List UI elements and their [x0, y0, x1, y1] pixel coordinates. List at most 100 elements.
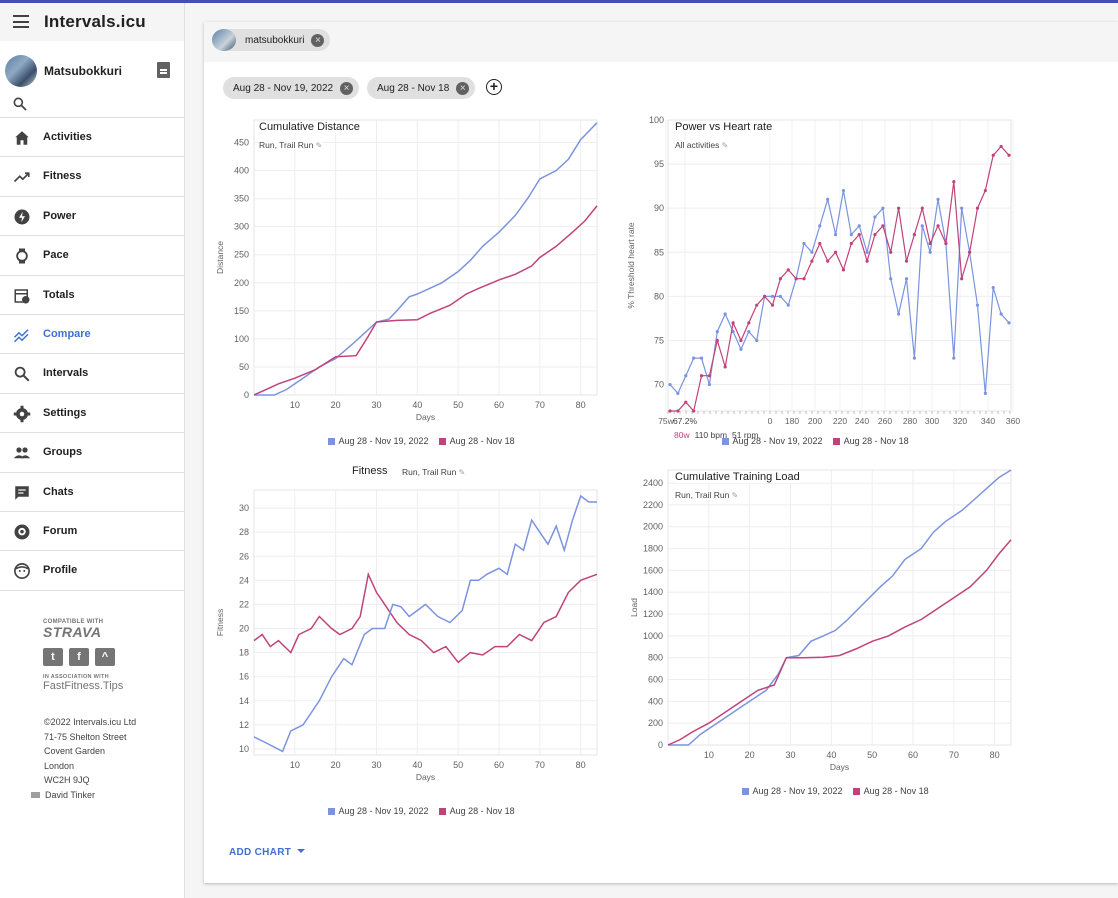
data-point[interactable] — [818, 224, 822, 228]
data-point[interactable] — [991, 285, 995, 290]
data-point[interactable] — [739, 347, 743, 351]
user-name[interactable]: Matsubokkuri — [44, 64, 123, 78]
data-point[interactable] — [936, 224, 940, 228]
data-point[interactable] — [699, 374, 704, 378]
data-point[interactable] — [991, 153, 995, 157]
data-point[interactable] — [920, 206, 924, 210]
legend-item[interactable]: Aug 28 - Nov 18 — [832, 436, 909, 446]
avatar[interactable] — [5, 55, 37, 87]
data-point[interactable] — [881, 224, 885, 228]
data-point[interactable] — [1007, 153, 1011, 157]
chart-panel[interactable]: 10 20 30 40 50 60 70 80 0 200 400 600 800 1000 1200 140… — [620, 462, 1030, 807]
series-line-1[interactable] — [668, 469, 1012, 746]
data-point[interactable] — [873, 215, 877, 219]
data-point[interactable] — [684, 374, 688, 378]
data-point[interactable] — [786, 268, 790, 272]
data-point[interactable] — [786, 303, 790, 307]
data-point[interactable] — [755, 338, 759, 343]
data-point[interactable] — [676, 409, 680, 413]
data-point[interactable] — [810, 259, 814, 263]
data-point[interactable] — [770, 303, 775, 307]
data-point[interactable] — [747, 330, 751, 334]
data-point[interactable] — [723, 365, 727, 369]
user-row[interactable]: Matsubokkuri — [0, 53, 184, 89]
data-point[interactable] — [912, 233, 916, 237]
series-line-2[interactable] — [253, 205, 598, 396]
data-point[interactable] — [873, 233, 877, 237]
data-point[interactable] — [889, 250, 893, 254]
twitter-icon[interactable]: t — [43, 648, 63, 666]
data-point[interactable] — [763, 294, 767, 298]
data-point[interactable] — [849, 233, 853, 237]
legend-item[interactable]: Aug 28 - Nov 18 — [438, 806, 515, 816]
remove-date-range-icon[interactable]: × — [456, 81, 470, 95]
add-chart-button[interactable]: ADD CHART — [229, 847, 305, 858]
data-point[interactable] — [723, 312, 727, 316]
data-point[interactable] — [707, 382, 712, 387]
data-point[interactable] — [755, 303, 759, 307]
data-point[interactable] — [1007, 321, 1011, 325]
sidebar-item-totals[interactable]: Totals — [0, 274, 184, 314]
data-point[interactable] — [983, 391, 987, 395]
athlete-chip[interactable]: matsubokkuri × — [212, 29, 331, 51]
data-point[interactable] — [833, 233, 838, 237]
data-point[interactable] — [802, 277, 806, 281]
data-point[interactable] — [952, 356, 956, 360]
data-point[interactable] — [865, 250, 869, 254]
data-point[interactable] — [747, 321, 751, 325]
chart-panel[interactable]: 10 20 30 40 50 60 70 80 10 12 14 16 18 20 22 24 26 28 30 Da… — [210, 462, 605, 827]
legend-item[interactable]: Aug 28 - Nov 19, 2022 — [721, 436, 823, 446]
chart-filter-label[interactable]: Run, Trail Run — [259, 140, 323, 150]
data-point[interactable] — [975, 206, 980, 210]
data-point[interactable] — [881, 206, 885, 210]
facebook-icon[interactable]: f — [69, 648, 89, 666]
sidebar-item-chats[interactable]: Chats — [0, 471, 184, 511]
data-point[interactable] — [715, 338, 719, 343]
chart-title[interactable]: Fitness — [352, 465, 388, 477]
sidebar-item-forum[interactable]: Forum — [0, 510, 184, 550]
data-point[interactable] — [904, 277, 909, 281]
legend-item[interactable]: Aug 28 - Nov 18 — [852, 786, 929, 796]
chart-panel[interactable]: 70 75 80 85 90 95 100 75w 67.2% 0 180 200 220 240 260 2… — [620, 112, 1030, 457]
data-point[interactable] — [999, 312, 1003, 316]
strava-logo[interactable]: STRAVA — [43, 624, 102, 640]
data-point[interactable] — [770, 294, 775, 298]
data-point[interactable] — [967, 250, 972, 254]
series-line-1[interactable] — [254, 122, 598, 396]
data-point[interactable] — [778, 277, 782, 281]
series-line-1[interactable] — [253, 494, 597, 753]
chart-filter-label[interactable]: All activities — [675, 140, 729, 150]
data-point[interactable] — [794, 277, 798, 281]
data-point[interactable] — [810, 250, 814, 254]
data-point[interactable] — [731, 321, 735, 325]
document-icon[interactable] — [157, 62, 170, 78]
date-range-chip-2[interactable]: Aug 28 - Nov 18 × — [367, 77, 476, 99]
data-point[interactable] — [952, 180, 956, 184]
data-point[interactable] — [936, 197, 940, 201]
data-point[interactable] — [928, 241, 932, 246]
data-point[interactable] — [960, 277, 964, 281]
data-point[interactable] — [975, 303, 980, 307]
series-line-2[interactable] — [253, 571, 598, 664]
data-point[interactable] — [889, 277, 893, 281]
series-line-2[interactable] — [670, 145, 1010, 413]
data-point[interactable] — [826, 259, 830, 263]
sidebar-item-activities[interactable]: Activities — [0, 117, 184, 156]
chart-filter-label[interactable]: Run, Trail Run — [402, 467, 466, 477]
search-icon[interactable] — [12, 96, 32, 116]
data-point[interactable] — [841, 188, 846, 193]
add-date-range-icon[interactable]: + — [486, 79, 502, 95]
sidebar-item-power[interactable]: Power — [0, 195, 184, 235]
data-point[interactable] — [778, 294, 782, 298]
sidebar-item-settings[interactable]: Settings — [0, 392, 184, 432]
chart-title[interactable]: Cumulative Training Load — [675, 471, 800, 483]
data-point[interactable] — [857, 233, 861, 237]
legend-item[interactable]: Aug 28 - Nov 19, 2022 — [327, 806, 429, 816]
data-point[interactable] — [857, 224, 861, 228]
data-point[interactable] — [960, 206, 964, 210]
legend-item[interactable]: Aug 28 - Nov 19, 2022 — [741, 786, 843, 796]
data-point[interactable] — [865, 259, 869, 263]
data-point[interactable] — [849, 241, 853, 246]
remove-date-range-icon[interactable]: × — [340, 81, 354, 95]
strava-icon[interactable]: ^ — [95, 648, 115, 666]
